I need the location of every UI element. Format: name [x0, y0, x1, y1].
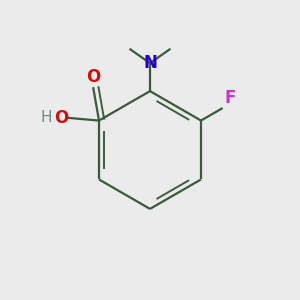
Text: O: O: [54, 109, 68, 127]
Text: F: F: [224, 88, 236, 106]
Text: H: H: [40, 110, 52, 125]
Text: O: O: [86, 68, 100, 86]
Text: N: N: [143, 54, 157, 72]
